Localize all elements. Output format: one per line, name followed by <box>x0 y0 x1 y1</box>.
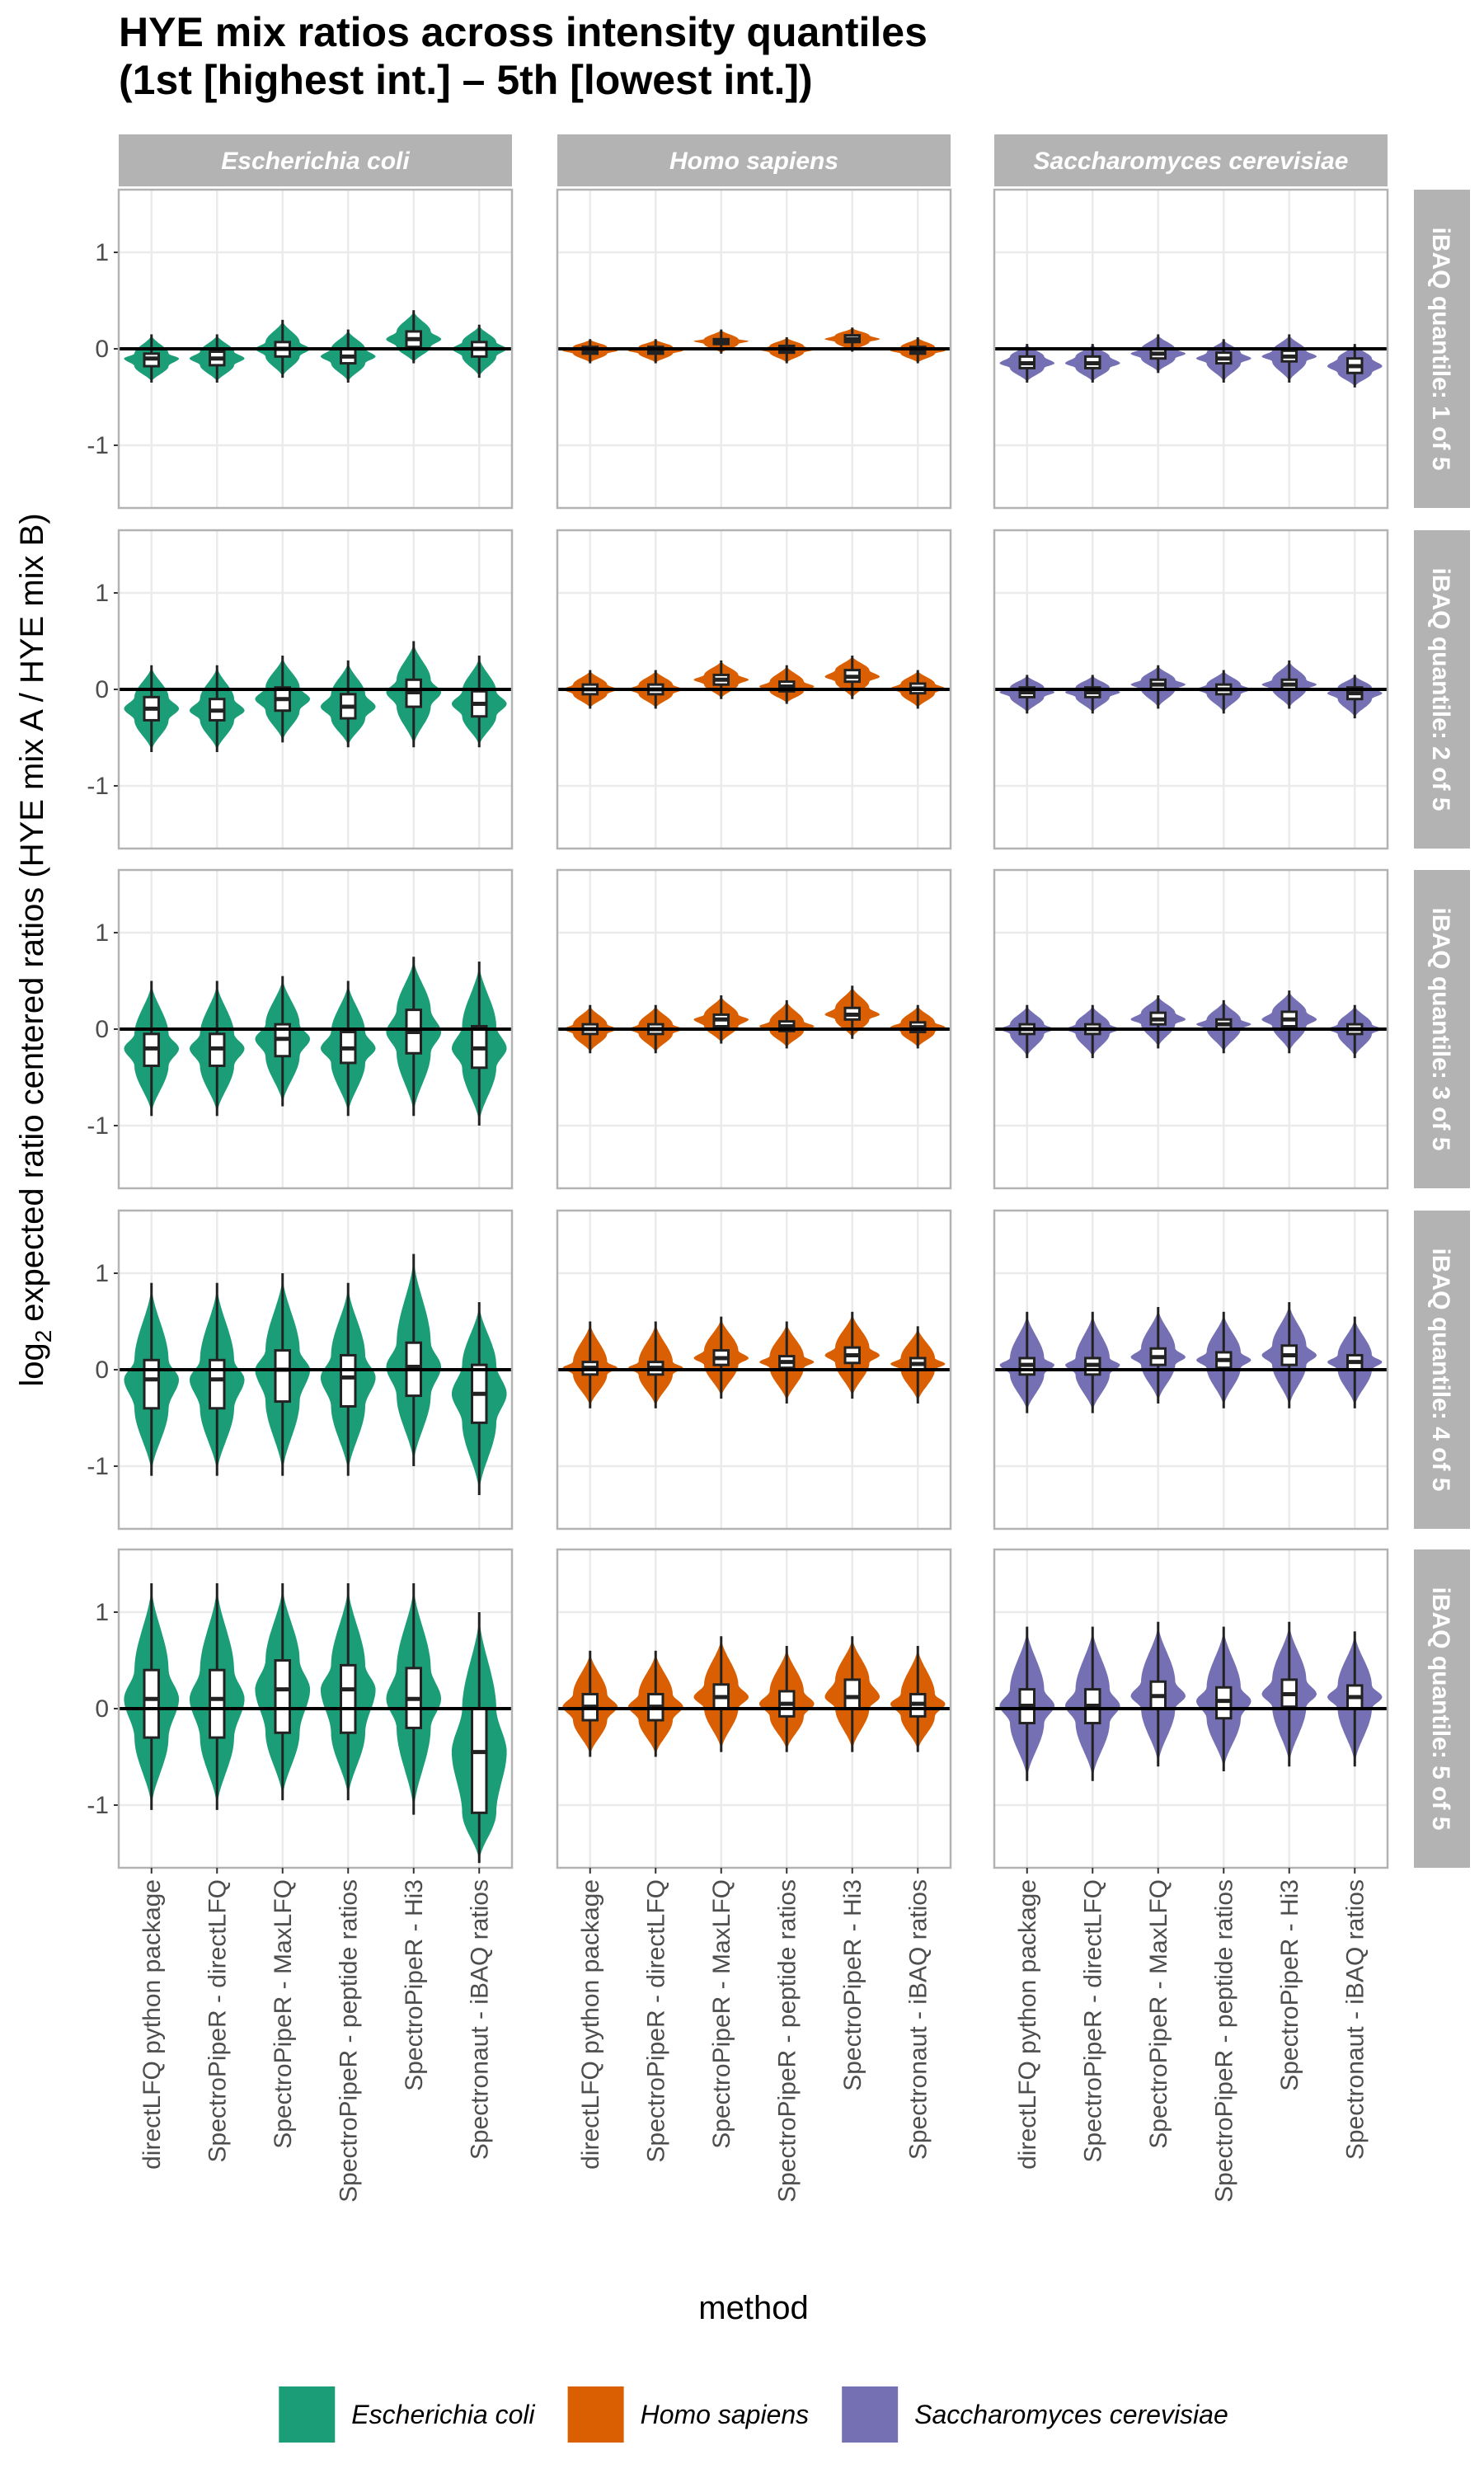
box <box>471 1707 488 1814</box>
legend-swatch <box>279 2386 336 2443</box>
panel-border <box>117 529 514 850</box>
y-tick-label: 1 <box>95 239 109 266</box>
y-axis-label: log2 expected ratio centered ratios (HYE … <box>14 513 56 1386</box>
y-tick-label: -1 <box>87 773 109 800</box>
strip-background <box>1414 1549 1470 1868</box>
x-tick-label: SpectroPipeR - peptide ratios <box>335 1879 362 2203</box>
panel-border <box>117 1548 514 1869</box>
legend-label: Escherichia coli <box>351 2400 535 2429</box>
strip-background <box>1414 190 1470 508</box>
y-label-rest: expected ratio centered ratios (HYE mix … <box>14 513 50 1321</box>
y-tick-label: -1 <box>87 1792 109 1819</box>
strip-background <box>119 134 512 186</box>
box <box>274 1659 291 1734</box>
x-tick-label: SpectroPipeR - peptide ratios <box>773 1879 801 2203</box>
x-tick-label: SpectroPipeR - directLFQ <box>1079 1879 1106 2162</box>
strip-label: iBAQ quantile: 5 of 5 <box>1427 1587 1454 1830</box>
strip-label: iBAQ quantile: 4 of 5 <box>1427 1248 1454 1491</box>
y-tick-label: 0 <box>95 1695 109 1723</box>
x-tick-label: SpectroPipeR - MaxLFQ <box>708 1879 735 2149</box>
x-tick-label: directLFQ python package <box>139 1879 166 2170</box>
x-axis-label: method <box>698 2290 808 2326</box>
y-tick-label: 0 <box>95 1016 109 1043</box>
panel-border <box>556 1209 952 1531</box>
x-tick-label: Spectronaut - iBAQ ratios <box>1341 1879 1369 2160</box>
y-label-sub: 2 <box>31 1330 56 1343</box>
y-label-prefix: log <box>14 1342 50 1386</box>
panel-border <box>556 868 952 1190</box>
strip-label: Escherichia coli <box>221 148 410 175</box>
y-tick-label: -1 <box>87 1112 109 1140</box>
y-tick-label: 1 <box>95 1599 109 1626</box>
legend: Escherichia coli Homo sapiens Saccharomyce… <box>279 2386 1228 2443</box>
legend-swatch <box>567 2386 624 2443</box>
box <box>340 1663 357 1734</box>
chart-title: (1st [highest int.] – 5th [lowest int.]) <box>119 57 813 103</box>
x-tick-label: SpectroPipeR - peptide ratios <box>1210 1879 1237 2203</box>
strip-label: Homo sapiens <box>669 148 838 175</box>
box <box>143 1668 160 1739</box>
x-tick-label: directLFQ python package <box>1014 1879 1041 2170</box>
panel-border <box>556 529 952 850</box>
strip-label: iBAQ quantile: 1 of 5 <box>1427 227 1454 470</box>
chart-title: HYE mix ratios across intensity quantile… <box>119 9 928 55</box>
panel-border <box>556 1548 952 1869</box>
box <box>209 1358 226 1410</box>
panel-border <box>993 1209 1389 1531</box>
y-tick-label: -1 <box>87 1453 109 1480</box>
y-tick-label: -1 <box>87 432 109 459</box>
strip-background <box>1414 870 1470 1188</box>
x-tick-label: SpectroPipeR - directLFQ <box>204 1879 231 2162</box>
x-tick-label: SpectroPipeR - MaxLFQ <box>270 1879 297 2149</box>
panel-border <box>993 529 1389 850</box>
strip-background <box>994 134 1388 186</box>
x-tick-label: Spectronaut - iBAQ ratios <box>904 1879 932 2160</box>
box <box>843 1678 861 1710</box>
legend-swatch <box>842 2386 899 2443</box>
strip-background <box>1414 1211 1470 1529</box>
box <box>143 1358 160 1410</box>
strip-background <box>1414 530 1470 849</box>
box <box>209 1668 226 1739</box>
x-tick-label: Spectronaut - iBAQ ratios <box>466 1879 493 2160</box>
y-tick-label: 0 <box>95 1357 109 1384</box>
strip-label: iBAQ quantile: 3 of 5 <box>1427 907 1454 1150</box>
strip-label: Saccharomyces cerevisiae <box>1034 148 1349 175</box>
panel-border <box>117 188 514 510</box>
y-tick-label: 0 <box>95 336 109 363</box>
x-tick-label: SpectroPipeR - Hi3 <box>401 1879 428 2091</box>
y-tick-label: 0 <box>95 676 109 703</box>
box <box>274 1349 291 1404</box>
y-tick-label: 1 <box>95 580 109 607</box>
panel-border <box>993 868 1389 1190</box>
panel-border <box>556 188 952 510</box>
strip-label: iBAQ quantile: 2 of 5 <box>1427 567 1454 811</box>
strip-background <box>557 134 951 186</box>
panel-border <box>993 188 1389 510</box>
y-tick-label: 1 <box>95 1260 109 1287</box>
panel-border <box>993 1548 1389 1869</box>
panel-border <box>117 868 514 1190</box>
y-tick-label: 1 <box>95 919 109 947</box>
box <box>340 1353 357 1408</box>
panel-border <box>117 1209 514 1531</box>
x-tick-label: directLFQ python package <box>577 1879 604 2170</box>
x-tick-label: SpectroPipeR - Hi3 <box>1276 1879 1303 2091</box>
x-tick-label: SpectroPipeR - Hi3 <box>839 1879 866 2091</box>
x-tick-label: SpectroPipeR - directLFQ <box>642 1879 669 2162</box>
legend-label: Homo sapiens <box>641 2400 810 2429</box>
x-tick-label: SpectroPipeR - MaxLFQ <box>1145 1879 1172 2149</box>
legend-label: Saccharomyces cerevisiae <box>914 2400 1228 2429</box>
